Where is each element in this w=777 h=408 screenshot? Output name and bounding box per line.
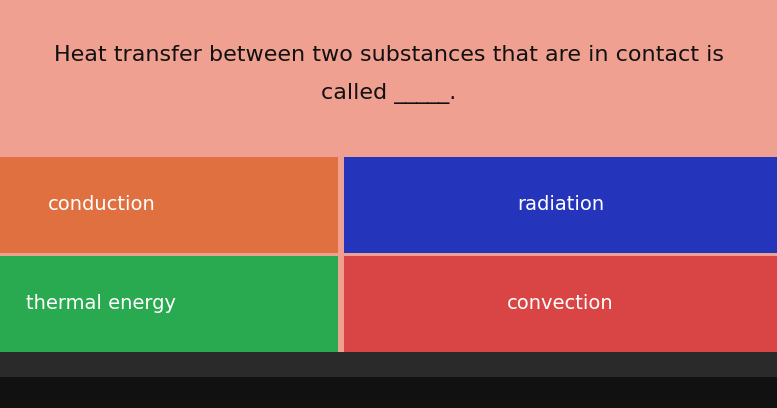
FancyBboxPatch shape [0,352,777,377]
Text: Heat transfer between two substances that are in contact is: Heat transfer between two substances tha… [54,45,723,65]
Text: conduction: conduction [47,195,155,215]
Text: called _____.: called _____. [321,83,456,104]
FancyBboxPatch shape [0,157,338,253]
Text: thermal energy: thermal energy [26,294,176,313]
FancyBboxPatch shape [344,157,777,253]
Text: convection: convection [507,294,614,313]
FancyBboxPatch shape [0,377,777,408]
FancyBboxPatch shape [344,256,777,352]
FancyBboxPatch shape [0,256,338,352]
Text: radiation: radiation [517,195,605,215]
